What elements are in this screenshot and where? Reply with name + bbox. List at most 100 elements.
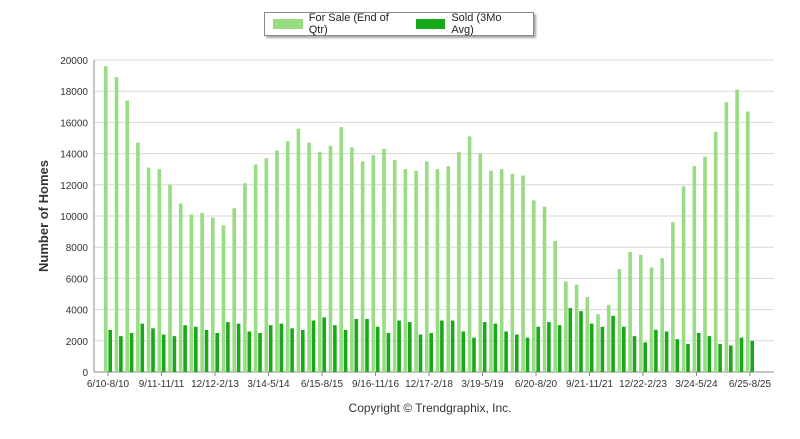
bar-for-sale bbox=[564, 281, 568, 372]
bar-sold bbox=[707, 336, 712, 372]
bar-sold bbox=[482, 322, 487, 372]
bar-for-sale bbox=[532, 200, 536, 372]
x-tick-label: 12/17-2/18 bbox=[405, 379, 453, 390]
bar-for-sale bbox=[296, 128, 301, 372]
legend-label-for-sale: For Sale (End of Qtr) bbox=[308, 12, 389, 36]
x-tick-label: 6/10-8/10 bbox=[87, 379, 130, 390]
bar-sold bbox=[108, 329, 112, 372]
bar-sold bbox=[258, 333, 262, 372]
bar-for-sale bbox=[425, 161, 429, 372]
legend-swatch-for-sale bbox=[273, 19, 303, 29]
bar-for-sale bbox=[360, 161, 365, 372]
bar-sold bbox=[515, 334, 519, 372]
bar-for-sale bbox=[735, 89, 739, 372]
bar-for-sale bbox=[510, 173, 515, 372]
y-tick-label: 20000 bbox=[60, 56, 88, 67]
bar-sold bbox=[600, 326, 605, 372]
bar-sold bbox=[718, 343, 722, 372]
bar-for-sale bbox=[457, 152, 461, 372]
y-tick-label: 0 bbox=[82, 368, 88, 379]
legend-item-sold: Sold (3Mo Avg) bbox=[415, 12, 521, 36]
bar-sold bbox=[119, 336, 123, 372]
bar-sold bbox=[536, 326, 540, 372]
bar-sold bbox=[675, 339, 680, 372]
bar-for-sale bbox=[446, 166, 450, 372]
y-tick-label: 2000 bbox=[66, 337, 89, 348]
bar-sold bbox=[686, 343, 690, 372]
bar-sold bbox=[161, 334, 166, 372]
x-tick-label: 3/19-5/19 bbox=[461, 379, 504, 390]
x-tick-label: 9/11-11/11 bbox=[139, 379, 185, 390]
bar-sold bbox=[333, 325, 337, 372]
bar-sold bbox=[151, 328, 155, 372]
bar-sold bbox=[579, 311, 583, 372]
legend-item-for-sale: For Sale (End of Qtr) bbox=[273, 12, 404, 36]
bar-sold bbox=[365, 318, 369, 372]
bar-for-sale bbox=[328, 145, 333, 372]
bar-sold bbox=[215, 333, 219, 372]
x-tick-label: 12/12-2/13 bbox=[191, 379, 239, 390]
bar-sold bbox=[611, 315, 615, 372]
bar-sold bbox=[547, 322, 551, 372]
bar-sold bbox=[622, 326, 626, 372]
bar-sold bbox=[450, 320, 455, 372]
bar-for-sale bbox=[157, 169, 162, 372]
bar-sold bbox=[194, 326, 198, 372]
bar-for-sale bbox=[243, 183, 247, 372]
bar-sold bbox=[493, 323, 498, 372]
y-tick-label: 14000 bbox=[60, 150, 88, 161]
x-tick-label: 6/20-8/20 bbox=[515, 379, 558, 390]
bar-sold bbox=[386, 333, 391, 372]
bar-sold bbox=[204, 329, 209, 372]
bar-for-sale bbox=[168, 184, 172, 372]
bar-for-sale bbox=[114, 77, 119, 372]
bar-for-sale bbox=[746, 111, 750, 372]
y-tick-label: 10000 bbox=[60, 212, 88, 223]
bar-for-sale bbox=[628, 251, 632, 372]
x-tick-label: 6/15-8/15 bbox=[301, 379, 344, 390]
bar-sold bbox=[418, 334, 423, 372]
bar-sold bbox=[140, 323, 145, 372]
bar-sold bbox=[172, 336, 177, 372]
legend: For Sale (End of Qtr) Sold (3Mo Avg) bbox=[264, 12, 534, 36]
y-tick-label: 16000 bbox=[60, 118, 88, 129]
legend-swatch-sold bbox=[415, 19, 446, 29]
bar-for-sale bbox=[435, 169, 440, 372]
bar-sold bbox=[557, 325, 562, 372]
bar-for-sale bbox=[489, 170, 493, 372]
bar-for-sale bbox=[414, 170, 418, 372]
bar-for-sale bbox=[660, 258, 664, 372]
bar-for-sale bbox=[403, 169, 408, 372]
y-tick-label: 8000 bbox=[66, 243, 89, 254]
bar-for-sale bbox=[574, 284, 579, 372]
bar-for-sale bbox=[499, 169, 504, 372]
bar-sold bbox=[343, 329, 348, 372]
bar-for-sale bbox=[136, 142, 140, 372]
bar-for-sale bbox=[671, 222, 675, 372]
bar-for-sale bbox=[178, 203, 183, 372]
bar-sold bbox=[643, 342, 647, 372]
x-tick-label: 9/21-11/21 bbox=[566, 379, 614, 390]
bar-for-sale bbox=[285, 141, 290, 372]
bar-for-sale bbox=[275, 150, 279, 372]
bar-for-sale bbox=[200, 212, 204, 372]
bar-for-sale bbox=[146, 167, 151, 372]
legend-label-sold: Sold (3Mo Avg) bbox=[451, 12, 502, 36]
bar-sold bbox=[429, 333, 433, 372]
bar-for-sale bbox=[221, 225, 226, 372]
bar-for-sale bbox=[467, 136, 472, 372]
bar-sold bbox=[440, 320, 444, 372]
y-axis-title: Number of Homes bbox=[36, 160, 51, 272]
bar-sold bbox=[664, 331, 669, 372]
bar-for-sale bbox=[521, 175, 525, 372]
bar-for-sale bbox=[189, 214, 194, 372]
bar-for-sale bbox=[553, 240, 557, 372]
x-tick-label: 9/16-11/16 bbox=[352, 379, 400, 390]
bar-sold bbox=[226, 322, 230, 372]
x-tick-label: 3/24-5/24 bbox=[675, 379, 718, 390]
bar-sold bbox=[739, 337, 744, 372]
bar-sold bbox=[696, 333, 701, 372]
x-tick-label: 6/25-8/25 bbox=[729, 379, 772, 390]
bar-for-sale bbox=[125, 100, 129, 372]
